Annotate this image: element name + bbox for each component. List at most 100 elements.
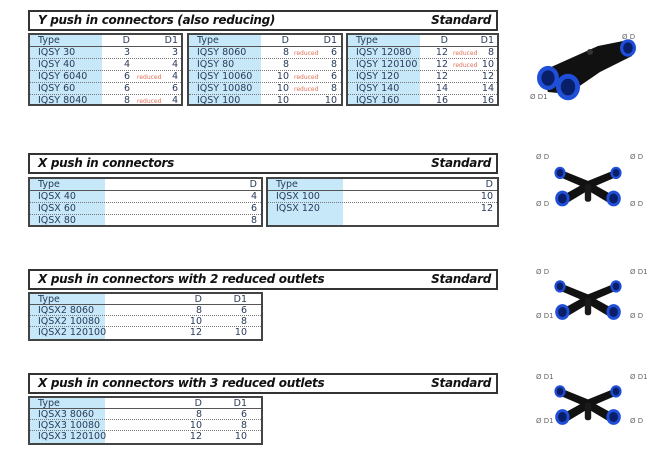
type-column-band: [30, 398, 105, 443]
product-table: Type D IQSX 100 10 IQSX 120 12: [266, 177, 499, 227]
table-cell: 8: [330, 83, 337, 94]
diameter-label: Ø D: [536, 268, 550, 276]
table-cell: 10: [189, 316, 202, 327]
table-cell: 3: [123, 47, 130, 58]
table-row: IQSX 100 10: [268, 191, 497, 203]
diameter-label: Ø D1: [536, 312, 554, 320]
section-title-bar: X push in connectors Standard: [28, 153, 498, 174]
diameter-label: Ø D1: [536, 417, 554, 425]
header-cell: D1: [480, 35, 494, 46]
table-row: IQSY 120 12 12: [348, 71, 497, 83]
section-title: Y push in connectors (also reducing): [38, 13, 276, 27]
table-cell: 6: [330, 47, 337, 58]
table-row: IQSX 80 8: [30, 215, 261, 226]
table-cell: IQSY 8040: [38, 95, 88, 106]
section-title-bar: X push in connectors with 3 reduced outl…: [28, 373, 498, 394]
table-cell: 6: [330, 71, 337, 82]
table-cell: IQSY 120100: [356, 59, 418, 70]
section-title: X push in connectors: [38, 156, 174, 170]
table-cell: 10: [276, 95, 289, 106]
table-cell: 14: [481, 83, 494, 94]
table-header: Type D: [268, 179, 497, 191]
header-cell: Type: [38, 35, 60, 46]
table-cell: 10: [324, 95, 337, 106]
table-cell: 8: [123, 95, 130, 106]
table-cell: 10: [234, 327, 247, 338]
table-cell: 10: [234, 431, 247, 442]
table-cell: 8: [195, 305, 202, 316]
table-cell: IQSX 40: [38, 191, 76, 202]
standard-label: Standard: [431, 13, 491, 27]
diameter-label: Ø D: [622, 33, 636, 41]
header-cell: D1: [164, 35, 178, 46]
table-row: IQSX 60 6: [30, 203, 261, 215]
diameter-label: Ø D: [630, 312, 644, 320]
table-cell: IQSX 60: [38, 203, 76, 214]
table-cell: 8: [195, 409, 202, 420]
table-row: IQSX3 120100 12 10: [30, 431, 261, 442]
diameter-label: Ø D: [630, 417, 644, 425]
table-cell: 12: [435, 47, 448, 58]
product-table: Type D D1 IQSY 12080 12 reduced 8 IQSY 120100 12…: [346, 33, 499, 106]
table-row: IQSY 8040 8 reduced 4: [30, 95, 181, 106]
table-header: Type D D1: [189, 35, 341, 47]
table-cell: 12: [435, 71, 448, 82]
table-cell: 6: [123, 71, 130, 82]
table-row: IQSY 80 8 8: [189, 59, 341, 71]
table-cell: IQSX3 120100: [38, 431, 107, 442]
table-row: IQSY 40 4 4: [30, 59, 181, 71]
table-cell: IQSY 10060: [197, 71, 253, 82]
diameter-label: Ø D1: [630, 373, 648, 381]
table-row: IQSY 30 3 3: [30, 47, 181, 59]
table-cell: 4: [171, 95, 178, 106]
diameter-label: Ø D: [630, 153, 644, 161]
table-cell: IQSX 120: [276, 203, 320, 214]
table-cell: 8: [240, 420, 247, 431]
section-title-bar: X push in connectors with 2 reduced outl…: [28, 269, 498, 290]
table-row: IQSX 120 12: [268, 203, 497, 214]
reduced-note: reduced: [453, 62, 478, 69]
table-cell: IQSY 80: [197, 59, 235, 70]
table-cell: 6: [250, 203, 257, 214]
table-cell: 10: [276, 71, 289, 82]
table-header: Type D D1: [348, 35, 497, 47]
reduced-note: reduced: [294, 50, 319, 57]
header-cell: Type: [38, 294, 60, 305]
table-cell: 10: [481, 59, 494, 70]
table-row: IQSX3 8060 8 6: [30, 409, 261, 420]
table-cell: 16: [435, 95, 448, 106]
table-cell: 4: [123, 59, 130, 70]
table-cell: 8: [282, 59, 289, 70]
table-row: IQSX2 120100 12 10: [30, 327, 261, 338]
table-cell: 12: [435, 59, 448, 70]
table-cell: 8: [330, 59, 337, 70]
product-table: Type D D1 IQSX3 8060 8 6 IQSX3 10080 10 8 IQSX3 1…: [28, 396, 263, 445]
reduced-note: reduced: [294, 74, 319, 81]
table-cell: 12: [480, 203, 493, 214]
header-cell: D: [485, 179, 493, 190]
diameter-label: Ø D: [536, 153, 550, 161]
table-cell: 8: [487, 47, 494, 58]
standard-label: Standard: [431, 376, 491, 390]
y-connector-image: [528, 32, 638, 108]
product-table: Type D D1 IQSX2 8060 8 6 IQSX2 10080 10 8 IQSX2 1…: [28, 292, 263, 341]
table-cell: 8: [250, 215, 257, 226]
table-cell: IQSY 8060: [197, 47, 247, 58]
x-connector-image: [548, 375, 628, 431]
diameter-label: Ø D: [630, 200, 644, 208]
table-cell: 10: [189, 420, 202, 431]
table-cell: 10: [480, 191, 493, 202]
table-row: IQSY 6040 6 reduced 4: [30, 71, 181, 83]
table-header: Type D D1: [30, 35, 181, 47]
table-row: IQSY 10060 10 reduced 6: [189, 71, 341, 83]
table-cell: IQSX2 120100: [38, 327, 107, 338]
table-cell: 12: [189, 431, 202, 442]
header-cell: D1: [233, 294, 247, 305]
table-cell: 12: [481, 71, 494, 82]
product-table: Type D D1 IQSY 30 3 3 IQSY 40 4 4 IQSY 6040 6 reduc…: [28, 33, 183, 106]
table-cell: IQSX2 8060: [38, 305, 95, 316]
table-cell: IQSY 160: [356, 95, 400, 106]
product-table: Type D D1 IQSY 8060 8 reduced 6 IQSY 80 8 8 IQSY 1…: [187, 33, 343, 106]
diameter-label: Ø D1: [536, 373, 554, 381]
header-cell: D: [122, 35, 130, 46]
